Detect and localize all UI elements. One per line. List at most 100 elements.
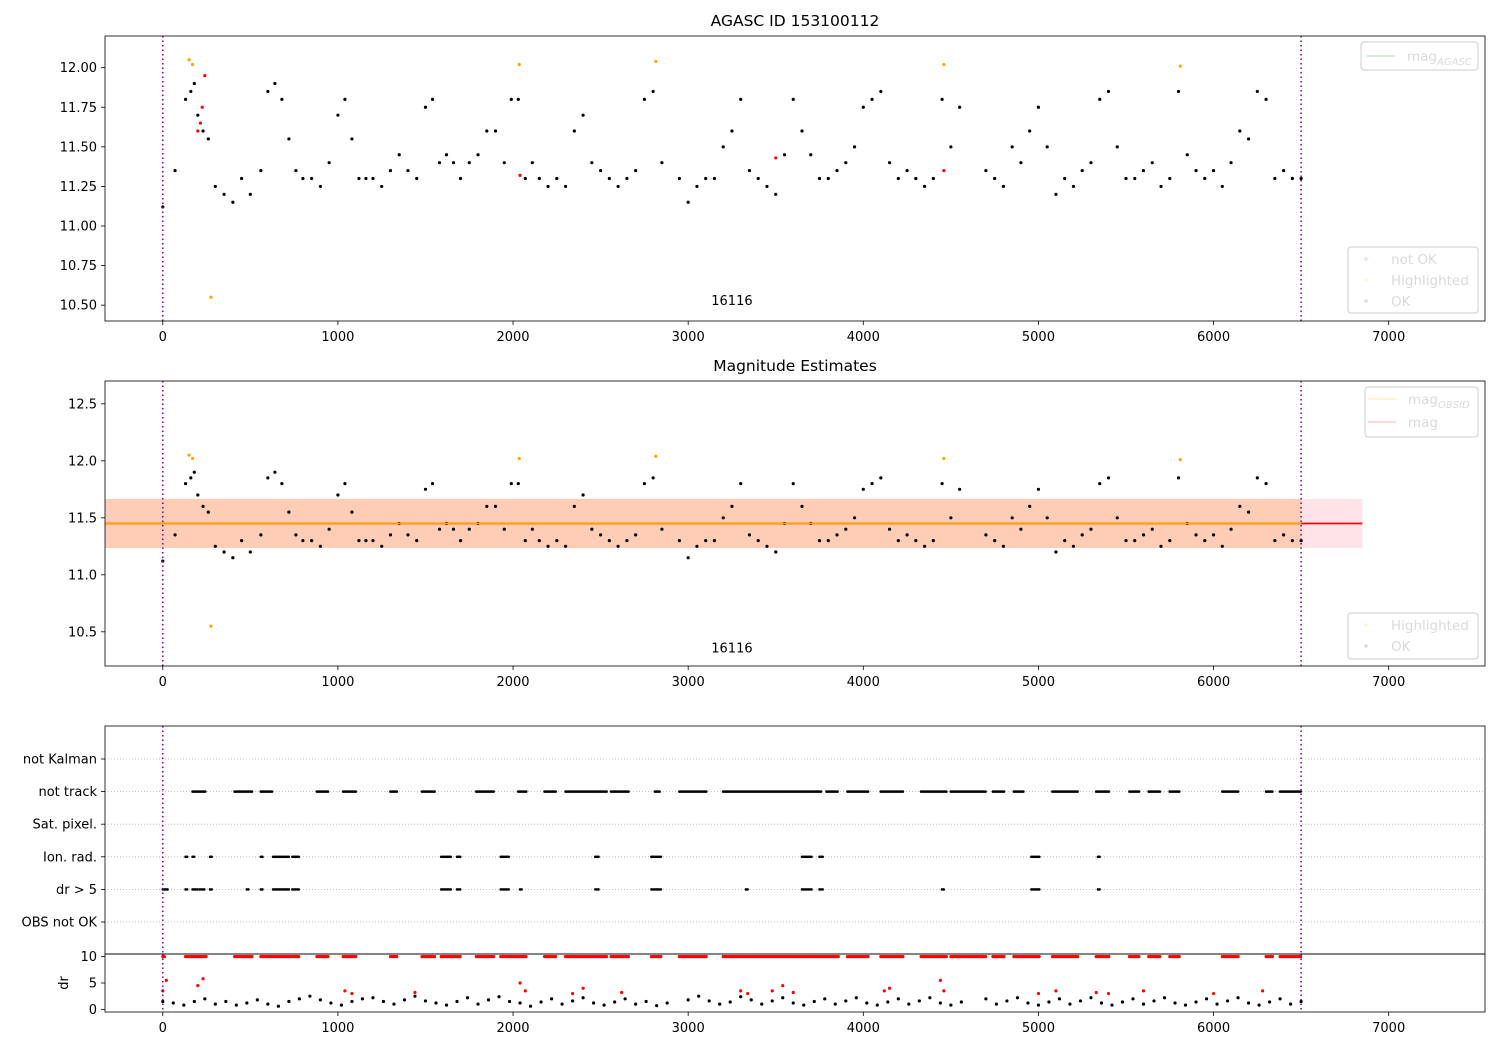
data-point <box>1026 1001 1030 1005</box>
flag-point <box>247 888 250 891</box>
axes-frame <box>104 380 1486 667</box>
flag-point <box>821 855 824 859</box>
flag-point <box>162 955 166 959</box>
x-tick-label: 4000 <box>847 1021 880 1036</box>
data-point <box>1246 1001 1251 1005</box>
flag-point <box>626 955 631 959</box>
flag-point <box>1177 790 1181 793</box>
data-point <box>730 504 734 508</box>
data-point <box>1162 996 1167 1000</box>
series-not-ok <box>196 73 946 177</box>
x-tick-label: 6000 <box>1197 330 1230 345</box>
data-point <box>1001 544 1006 548</box>
flag-point <box>395 955 399 959</box>
data-point <box>1141 168 1146 173</box>
flag-point <box>326 955 330 959</box>
flag-point <box>492 790 495 793</box>
data-point <box>1264 482 1268 486</box>
data-point <box>572 504 576 508</box>
data-point <box>397 153 401 157</box>
data-point <box>1185 153 1189 157</box>
data-point <box>360 997 365 1001</box>
data-point <box>861 105 865 109</box>
data-point <box>239 539 244 543</box>
data-point <box>616 544 620 548</box>
data-point <box>266 89 270 94</box>
data-point <box>280 482 284 486</box>
y-tick-label: 5 <box>89 977 97 992</box>
data-point <box>625 176 629 181</box>
y-tick-label: 11.0 <box>68 568 97 583</box>
data-point <box>1071 184 1076 189</box>
data-point <box>196 113 200 117</box>
data-point <box>528 1004 533 1008</box>
data-point <box>809 153 813 157</box>
data-point <box>739 482 743 486</box>
data-point <box>189 89 193 94</box>
flag-point <box>297 888 300 891</box>
data-point <box>213 544 217 548</box>
flag-row-dr-5 <box>161 888 1101 891</box>
data-point <box>213 1002 217 1006</box>
flag-point <box>942 888 945 891</box>
flag-point <box>901 790 905 793</box>
data-point <box>993 539 997 543</box>
flag-point <box>810 888 813 891</box>
data-point <box>882 989 886 993</box>
data-point <box>1267 1000 1272 1004</box>
flag-point <box>1098 855 1101 859</box>
data-point <box>1068 1002 1072 1006</box>
data-point <box>854 996 858 1000</box>
x-tick-label: 1000 <box>321 1021 354 1036</box>
data-point <box>1028 504 1032 508</box>
flag-point <box>185 855 189 859</box>
data-point <box>423 487 428 491</box>
data-point <box>1168 539 1172 543</box>
y-tick-label: 10.50 <box>60 299 97 314</box>
data-point <box>224 999 228 1004</box>
data-point <box>173 168 177 173</box>
x-tick-label: 0 <box>159 330 167 345</box>
data-point <box>507 999 512 1004</box>
data-point <box>817 176 822 181</box>
data-point <box>721 516 725 520</box>
data-point <box>791 990 795 995</box>
flag-point <box>210 888 213 891</box>
data-point <box>350 137 354 141</box>
data-point <box>209 295 213 299</box>
data-point <box>476 1002 480 1006</box>
data-point <box>1063 176 1067 181</box>
data-point <box>350 999 354 1004</box>
data-point <box>248 550 252 554</box>
data-point <box>1115 516 1119 520</box>
data-point <box>1045 516 1049 520</box>
flag-point <box>432 955 437 959</box>
data-point <box>695 184 699 189</box>
flag-point <box>810 855 813 859</box>
flag-point <box>597 888 600 891</box>
data-point <box>865 1001 869 1005</box>
data-point <box>1063 539 1067 543</box>
data-point <box>339 1003 344 1007</box>
data-point <box>502 527 506 531</box>
data-point <box>381 999 386 1004</box>
flag-point <box>1002 955 1006 959</box>
data-point <box>318 184 323 189</box>
data-point <box>1290 176 1294 181</box>
legend-box <box>1347 246 1479 314</box>
data-point <box>826 539 830 543</box>
data-point <box>255 998 259 1002</box>
data-point <box>537 539 541 543</box>
data-point <box>1299 176 1303 181</box>
data-point <box>686 200 690 204</box>
flag-point <box>1158 955 1162 959</box>
data-point <box>1257 1003 1261 1007</box>
flag-categories: not Kalman not track Sat. pixel. Ion. rad. d… <box>22 753 105 931</box>
data-point <box>371 996 375 1000</box>
y-tick-label: 12.00 <box>60 61 97 76</box>
data-point <box>800 504 804 508</box>
data-point <box>310 539 314 543</box>
data-point <box>423 105 428 109</box>
data-point <box>1176 89 1181 94</box>
data-point <box>620 990 624 995</box>
